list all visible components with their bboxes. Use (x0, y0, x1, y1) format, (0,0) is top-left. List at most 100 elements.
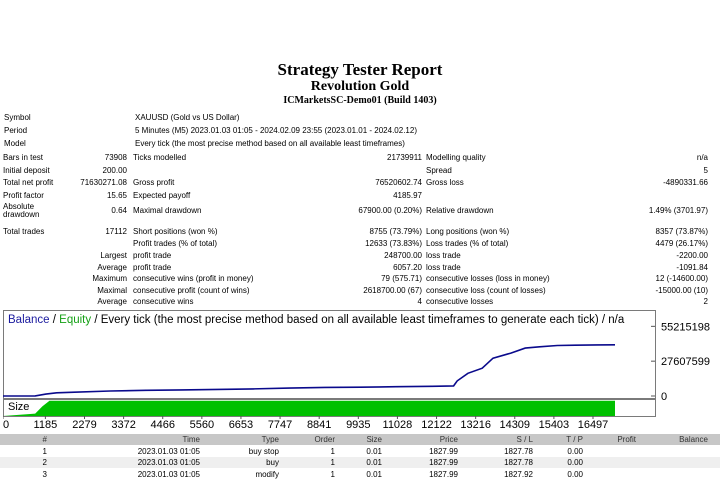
stat-label: Largest (100, 251, 127, 260)
stat-value: 76520602.74 (375, 178, 422, 187)
legend-balance: Balance (8, 314, 50, 326)
x-tick-label: 2279 (72, 419, 96, 431)
header-size: Size (366, 435, 382, 444)
x-tick-label: 1185 (34, 419, 58, 431)
stat-label: Short positions (won %) (133, 227, 218, 236)
legend-description: Every tick (the most precise method base… (101, 314, 625, 326)
stat-value: 2618700.00 (67) (363, 286, 422, 295)
stat-label: consecutive profit (count of wins) (133, 286, 250, 295)
row-price: 1827.99 (429, 458, 458, 467)
expert-name: Revolution Gold (310, 79, 410, 94)
stat-value: 200.00 (102, 166, 127, 175)
x-tick-label: 0 (3, 419, 9, 431)
stat-label: loss trade (426, 263, 461, 272)
legend-equity: Equity (59, 314, 91, 326)
stat-label: Average (97, 297, 127, 306)
row-type: buy (266, 458, 279, 467)
stat-value: -1091.84 (676, 263, 708, 272)
stat-label: Total trades (3, 227, 45, 236)
stat-label: Ticks modelled (133, 153, 187, 162)
header-time: Time (182, 435, 200, 444)
row-sl: 1827.78 (504, 447, 533, 456)
x-tick-label: 11028 (383, 419, 413, 431)
row-price: 1827.99 (429, 470, 458, 479)
stat-value: 4 (417, 297, 422, 306)
header-tp: T / P (566, 435, 583, 444)
size-label: Size (8, 401, 29, 413)
balance-line (3, 344, 616, 397)
x-tick-label: 5560 (190, 419, 214, 431)
x-tick-label: 15403 (539, 419, 570, 431)
stat-value: 8357 (73.87%) (655, 227, 708, 236)
info-row-period: Period 5 Minutes (M5) 2023.01.03 01:05 -… (0, 126, 720, 137)
stat-row: Initial deposit 200.00 Spread 5 (0, 166, 720, 178)
stat-label: Initial deposit (3, 166, 50, 175)
balance-chart: 55215198 27607599 0 0 1185 2279 3372 4466 5560 66… (3, 310, 717, 432)
table-row: 2 2023.01.03 01:05 buy 1 0.01 1827.99 18… (0, 457, 720, 468)
stat-row: Profit trades (% of total) 12633 (73.83%… (0, 239, 720, 251)
stat-label: Relative drawdown (426, 206, 494, 215)
stat-label: drawdown (3, 210, 40, 219)
stat-label: Maximal (97, 286, 127, 295)
info-label: Period (4, 126, 28, 135)
info-label: Model (4, 139, 26, 148)
stat-row: Absolute drawdown 0.64 Maximal drawdown … (0, 202, 720, 222)
stat-value: 67900.00 (0.20%) (358, 206, 422, 215)
x-tick-label: 4466 (150, 419, 174, 431)
stat-label: Maximal drawdown (133, 206, 202, 215)
info-row-symbol: Symbol XAUUSD (Gold vs US Dollar) (0, 113, 720, 124)
stat-row: Total net profit 71630271.08 Gross profi… (0, 178, 720, 190)
stat-value: -4890331.66 (663, 178, 708, 187)
deals-header: # Time Type Order Size Price S / L T / P… (0, 434, 720, 445)
row-tp: 0.00 (567, 447, 583, 456)
stat-value: 71630271.08 (80, 178, 127, 187)
header-price: Price (439, 435, 458, 444)
stat-row: Total trades 17112 Short positions (won … (0, 227, 720, 239)
stat-label: Gross profit (133, 178, 175, 187)
stat-value: 17112 (105, 227, 127, 236)
stat-label: Profit trades (% of total) (133, 239, 218, 248)
header-order: Order (314, 435, 335, 444)
row-sl: 1827.78 (504, 458, 533, 467)
x-tick-label: 7747 (268, 419, 292, 431)
row-price: 1827.99 (429, 447, 458, 456)
row-tp: 0.00 (567, 470, 583, 479)
info-label: Symbol (4, 113, 31, 122)
balance-chart-svg: 55215198 27607599 0 0 1185 2279 3372 4466 5560 66… (3, 310, 710, 431)
x-tick-label: 13216 (460, 419, 491, 431)
row-size: 0.01 (366, 458, 382, 467)
info-value: Every tick (the most precise method base… (135, 139, 405, 148)
stat-value: 4185.97 (393, 191, 422, 200)
x-tick-label: 8841 (307, 419, 331, 431)
stat-value: 0.64 (111, 206, 127, 215)
legend-separator: / (50, 314, 60, 326)
size-series-area (3, 400, 615, 416)
x-tick-label: 12122 (421, 419, 452, 431)
row-number: 1 (42, 447, 47, 456)
row-time: 2023.01.03 01:05 (137, 470, 200, 479)
stat-label: Total net profit (3, 178, 54, 187)
table-row: 3 2023.01.03 01:05 modify 1 0.01 1827.99… (0, 469, 720, 480)
x-tick-label: 16497 (578, 419, 609, 431)
stat-value: 2 (703, 297, 708, 306)
stat-value: 73908 (104, 153, 127, 162)
stat-label: profit trade (133, 251, 172, 260)
stat-label: Expected payoff (133, 191, 191, 200)
header-type: Type (261, 435, 279, 444)
info-row-model: Model Every tick (the most precise metho… (0, 139, 720, 150)
x-tick-label: 9935 (346, 419, 370, 431)
header-balance: Balance (679, 435, 708, 444)
x-tick-label: 6653 (229, 419, 253, 431)
stat-value: 6057.20 (393, 263, 422, 272)
stat-row: Maximum consecutive wins (profit in mone… (0, 274, 720, 286)
stat-row: Average consecutive wins 4 consecutive l… (0, 297, 720, 309)
stat-label: Loss trades (% of total) (426, 239, 509, 248)
stat-value: 248700.00 (384, 251, 422, 260)
stat-row: Bars in test 73908 Ticks modelled 217399… (0, 153, 720, 165)
row-order: 1 (330, 458, 335, 467)
x-tick-label: 3372 (111, 419, 135, 431)
stat-label: Spread (426, 166, 452, 175)
row-type: buy stop (248, 447, 279, 456)
stat-value: 1.49% (3701.97) (648, 206, 708, 215)
x-tick-label: 14309 (499, 419, 530, 431)
